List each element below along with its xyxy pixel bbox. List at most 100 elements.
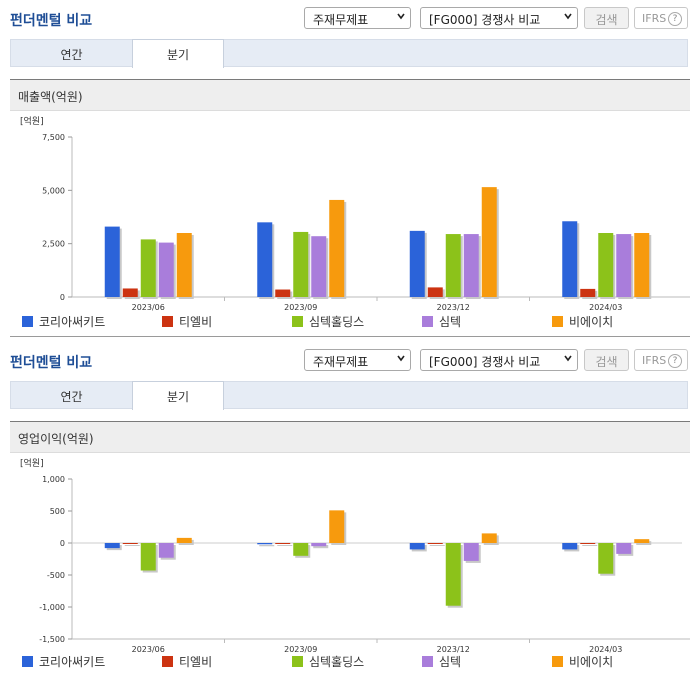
bar[interactable] xyxy=(445,234,461,297)
operating-profit-bar-chart: [억원] -1,500 -1,000 -500 0 500 1,000 2023/06 2023… xyxy=(20,457,690,654)
fundamental-panel-operating-profit: 펀더멘털 비교 주재무제표 [FG000] 경쟁사 비교 검색 IFRS ? 연… xyxy=(0,342,696,684)
bar[interactable] xyxy=(140,239,156,297)
bar[interactable] xyxy=(580,543,596,544)
bar[interactable] xyxy=(158,242,174,297)
bar[interactable] xyxy=(104,226,120,297)
y-tick-label: 2,500 xyxy=(42,240,65,249)
legend-item[interactable]: 티엘비 xyxy=(162,653,212,670)
legend-swatch xyxy=(552,316,563,327)
bar[interactable] xyxy=(293,231,309,297)
bar[interactable] xyxy=(463,543,479,561)
legend-item[interactable]: 코리아써키트 xyxy=(22,653,105,670)
bar[interactable] xyxy=(122,288,138,297)
x-tick-label: 2023/06 xyxy=(132,645,165,654)
bar[interactable] xyxy=(257,543,273,545)
legend-item[interactable]: 심텍 xyxy=(422,653,461,670)
x-tick-label: 2024/03 xyxy=(589,303,622,312)
help-icon[interactable]: ? xyxy=(668,12,682,26)
bar[interactable] xyxy=(311,236,327,297)
y-tick-label: -500 xyxy=(47,571,65,580)
legend-label: 비에이치 xyxy=(569,655,614,669)
panel-header: 펀더멘털 비교 주재무제표 [FG000] 경쟁사 비교 검색 IFRS ? xyxy=(0,0,696,36)
bar[interactable] xyxy=(257,222,273,297)
search-button[interactable]: 검색 xyxy=(584,7,629,29)
compare-select[interactable]: [FG000] 경쟁사 비교 xyxy=(420,349,578,371)
bar[interactable] xyxy=(481,533,497,543)
bar[interactable] xyxy=(562,543,578,550)
bar[interactable] xyxy=(616,543,632,554)
tab-annual[interactable]: 연간 xyxy=(60,48,83,62)
x-tick-label: 2023/06 xyxy=(132,303,165,312)
bar[interactable] xyxy=(634,233,650,297)
compare-select-value: [FG000] 경쟁사 비교 xyxy=(429,13,541,27)
panel-title: 펀더멘털 비교 xyxy=(10,13,93,29)
ifrs-button[interactable]: IFRS ? xyxy=(634,349,688,371)
bar[interactable] xyxy=(409,230,425,297)
bar[interactable] xyxy=(445,543,461,606)
y-tick-label: 0 xyxy=(60,293,65,302)
legend-item[interactable]: 비에이치 xyxy=(552,313,613,330)
search-button[interactable]: 검색 xyxy=(584,349,629,371)
chart-title: 영업이익(억원) xyxy=(18,432,94,446)
period-tabs: 연간 분기 xyxy=(10,381,688,410)
bar[interactable] xyxy=(329,510,345,543)
bar[interactable] xyxy=(481,187,497,297)
legend-item[interactable]: 심텍 xyxy=(422,313,461,330)
bar[interactable] xyxy=(580,288,596,297)
bar[interactable] xyxy=(409,543,425,550)
bar[interactable] xyxy=(329,199,345,297)
bar[interactable] xyxy=(104,543,120,549)
legend-label: 심텍홀딩스 xyxy=(309,315,365,329)
bar[interactable] xyxy=(275,543,291,544)
legend-item[interactable]: 심텍홀딩스 xyxy=(292,653,364,670)
compare-select[interactable]: [FG000] 경쟁사 비교 xyxy=(420,7,578,29)
bar-shadow xyxy=(124,545,140,546)
bar[interactable] xyxy=(463,234,479,297)
legend-label: 심텍 xyxy=(439,655,462,669)
ifrs-button[interactable]: IFRS ? xyxy=(634,7,688,29)
legend-item[interactable]: 심텍홀딩스 xyxy=(292,313,364,330)
bar-shadow xyxy=(636,541,652,545)
legend-item[interactable]: 코리아써키트 xyxy=(22,313,105,330)
bar[interactable] xyxy=(427,287,443,297)
bar[interactable] xyxy=(562,221,578,297)
y-tick-label: 1,000 xyxy=(42,475,65,484)
chart-container: 영업이익(억원) [억원] -1,500 -1,000 -500 0 500 1,000 20… xyxy=(10,421,690,680)
ifrs-label: IFRS xyxy=(642,12,667,25)
bar[interactable] xyxy=(275,289,291,297)
bar[interactable] xyxy=(634,539,650,543)
legend-item[interactable]: 비에이치 xyxy=(552,653,613,670)
bar[interactable] xyxy=(122,543,138,544)
bar[interactable] xyxy=(598,543,614,574)
legend-item[interactable]: 티엘비 xyxy=(162,313,212,330)
sales-bar-chart: [억원] 0 2,500 5,000 7,500 2023/06 2023/09 2023/1… xyxy=(20,115,690,312)
bar-shadow xyxy=(277,545,293,546)
bar[interactable] xyxy=(598,233,614,297)
tab-quarterly[interactable]: 분기 xyxy=(132,39,224,68)
help-icon[interactable]: ? xyxy=(668,354,682,368)
bar[interactable] xyxy=(293,543,309,556)
tab-annual[interactable]: 연간 xyxy=(60,390,83,404)
statement-select[interactable]: 주재무제표 xyxy=(304,7,411,29)
legend-swatch xyxy=(162,316,173,327)
bar[interactable] xyxy=(311,543,327,547)
chart-container: 매출액(억원) [억원] 0 2,500 5,000 7,500 2023/06 2023/… xyxy=(10,79,690,338)
x-tick-label: 2023/09 xyxy=(284,303,317,312)
legend-label: 티엘비 xyxy=(179,315,213,329)
bar[interactable] xyxy=(158,543,174,558)
bar[interactable] xyxy=(140,543,156,571)
bar-shadow xyxy=(429,545,445,546)
bar[interactable] xyxy=(176,233,192,297)
bar[interactable] xyxy=(616,234,632,297)
statement-select-value: 주재무제표 xyxy=(313,13,369,27)
bar[interactable] xyxy=(176,537,192,543)
period-tabs: 연간 분기 xyxy=(10,39,688,68)
statement-select-value: 주재무제표 xyxy=(313,355,369,369)
legend-label: 티엘비 xyxy=(179,655,213,669)
x-tick-label: 2024/03 xyxy=(589,645,622,654)
tab-quarterly[interactable]: 분기 xyxy=(132,381,224,410)
statement-select[interactable]: 주재무제표 xyxy=(304,349,411,371)
unit-label: [억원] xyxy=(20,457,44,469)
chart-legend: 코리아써키트 티엘비 심텍홀딩스 심텍 비에이치 xyxy=(22,653,662,669)
bar[interactable] xyxy=(427,543,443,544)
